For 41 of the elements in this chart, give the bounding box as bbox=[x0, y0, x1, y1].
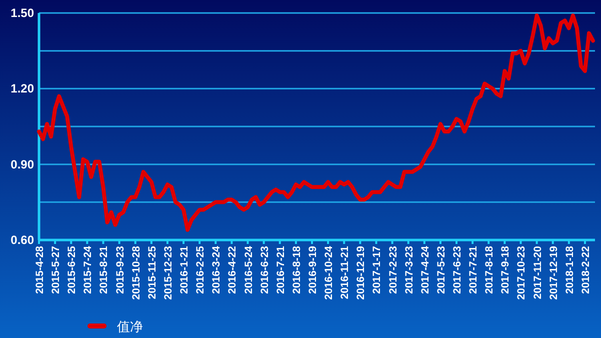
x-tick-label: 2017-6-23 bbox=[452, 246, 464, 294]
x-tick-label: 2016-3-24 bbox=[210, 246, 223, 294]
x-tick-label: 2016-8-18 bbox=[290, 246, 303, 294]
x-tick-label: 2017-2-23 bbox=[387, 246, 400, 294]
x-tick-label: 2017-7-21 bbox=[468, 246, 480, 294]
y-tick-label: 0.60 bbox=[10, 233, 34, 247]
line-series bbox=[37, 14, 595, 232]
x-tick-label: 2015-4-28 bbox=[34, 246, 46, 294]
x-tick-label: 2017-11-20 bbox=[532, 246, 544, 300]
x-tick-label: 2017-10-23 bbox=[516, 246, 528, 300]
y-tick-label: 0.90 bbox=[10, 157, 34, 172]
x-tick-label: 2015-8-21 bbox=[98, 246, 110, 294]
x-tick-label: 2016-5-24 bbox=[242, 246, 255, 294]
x-tick-label: 2016-9-19 bbox=[306, 246, 319, 294]
x-tick-label: 2016-4-22 bbox=[226, 246, 239, 294]
x-tick-label: 2018-1-18 bbox=[564, 246, 576, 294]
x-tick-label: 2015-6-25 bbox=[66, 246, 78, 294]
x-tick-label: 2017-12-19 bbox=[548, 246, 560, 300]
x-tick-label: 2017-5-23 bbox=[435, 246, 448, 294]
x-tick-label: 2016-1-21 bbox=[178, 246, 191, 294]
x-tick-label: 2016-10-24 bbox=[323, 246, 336, 300]
x-tick-label: 2015-7-24 bbox=[82, 246, 94, 294]
x-tick-label: 2018-2-22 bbox=[580, 246, 592, 294]
x-tick-label: 2015-11-25 bbox=[146, 246, 158, 300]
x-tick-label: 2016-6-23 bbox=[258, 246, 271, 294]
x-tick-label: 2017-3-23 bbox=[403, 246, 416, 294]
x-tick-label: 2017-1-17 bbox=[371, 246, 384, 294]
x-tick-label: 2015-12-23 bbox=[162, 246, 174, 300]
x-tick-label: 2017-9-18 bbox=[500, 246, 512, 294]
x-tick-label: 2017-4-24 bbox=[419, 246, 432, 294]
x-tick-label: 2016-2-25 bbox=[194, 246, 207, 294]
x-tick-label: 2016-7-21 bbox=[274, 246, 287, 294]
x-tick-label: 2016-11-21 bbox=[339, 246, 352, 300]
x-tick-label: 2017-8-18 bbox=[484, 246, 496, 294]
x-tick-label: 2015-9-23 bbox=[114, 246, 126, 294]
x-tick-label: 2015-10-28 bbox=[130, 246, 142, 300]
x-tick-label: 2016-12-19 bbox=[355, 246, 368, 300]
x-tick-label: 2015-5-27 bbox=[50, 246, 62, 294]
legend-label: 值净 bbox=[117, 320, 143, 335]
y-tick-label: 1.20 bbox=[10, 82, 34, 96]
y-tick-label: 1.50 bbox=[10, 6, 34, 20]
